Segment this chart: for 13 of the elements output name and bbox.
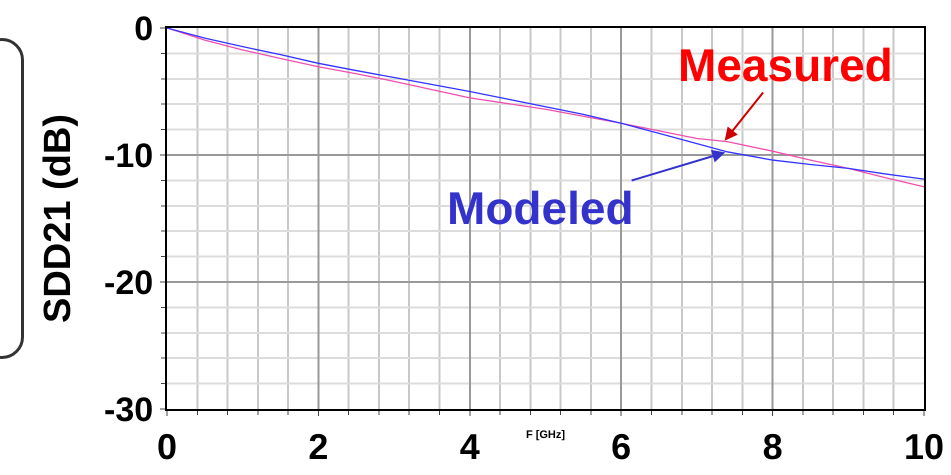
x-tick-label: 4 xyxy=(460,426,480,468)
y-tick-label: 0 xyxy=(134,10,154,48)
y-axis-title: SDD21 (dB) xyxy=(36,114,79,324)
y-tick-label: -20 xyxy=(104,264,154,302)
y-tick-label: -10 xyxy=(104,136,154,175)
x-tick-label: 10 xyxy=(904,426,944,468)
annotation: Measured xyxy=(678,39,893,91)
x-tick-label: 6 xyxy=(611,426,632,468)
annotation: Modeled xyxy=(447,182,634,234)
y-tick-label: -30 xyxy=(104,390,154,429)
x-tick-label: 8 xyxy=(762,426,783,468)
x-tick-label: 2 xyxy=(308,426,328,468)
x-axis-title: F [GHz] xyxy=(526,429,566,442)
